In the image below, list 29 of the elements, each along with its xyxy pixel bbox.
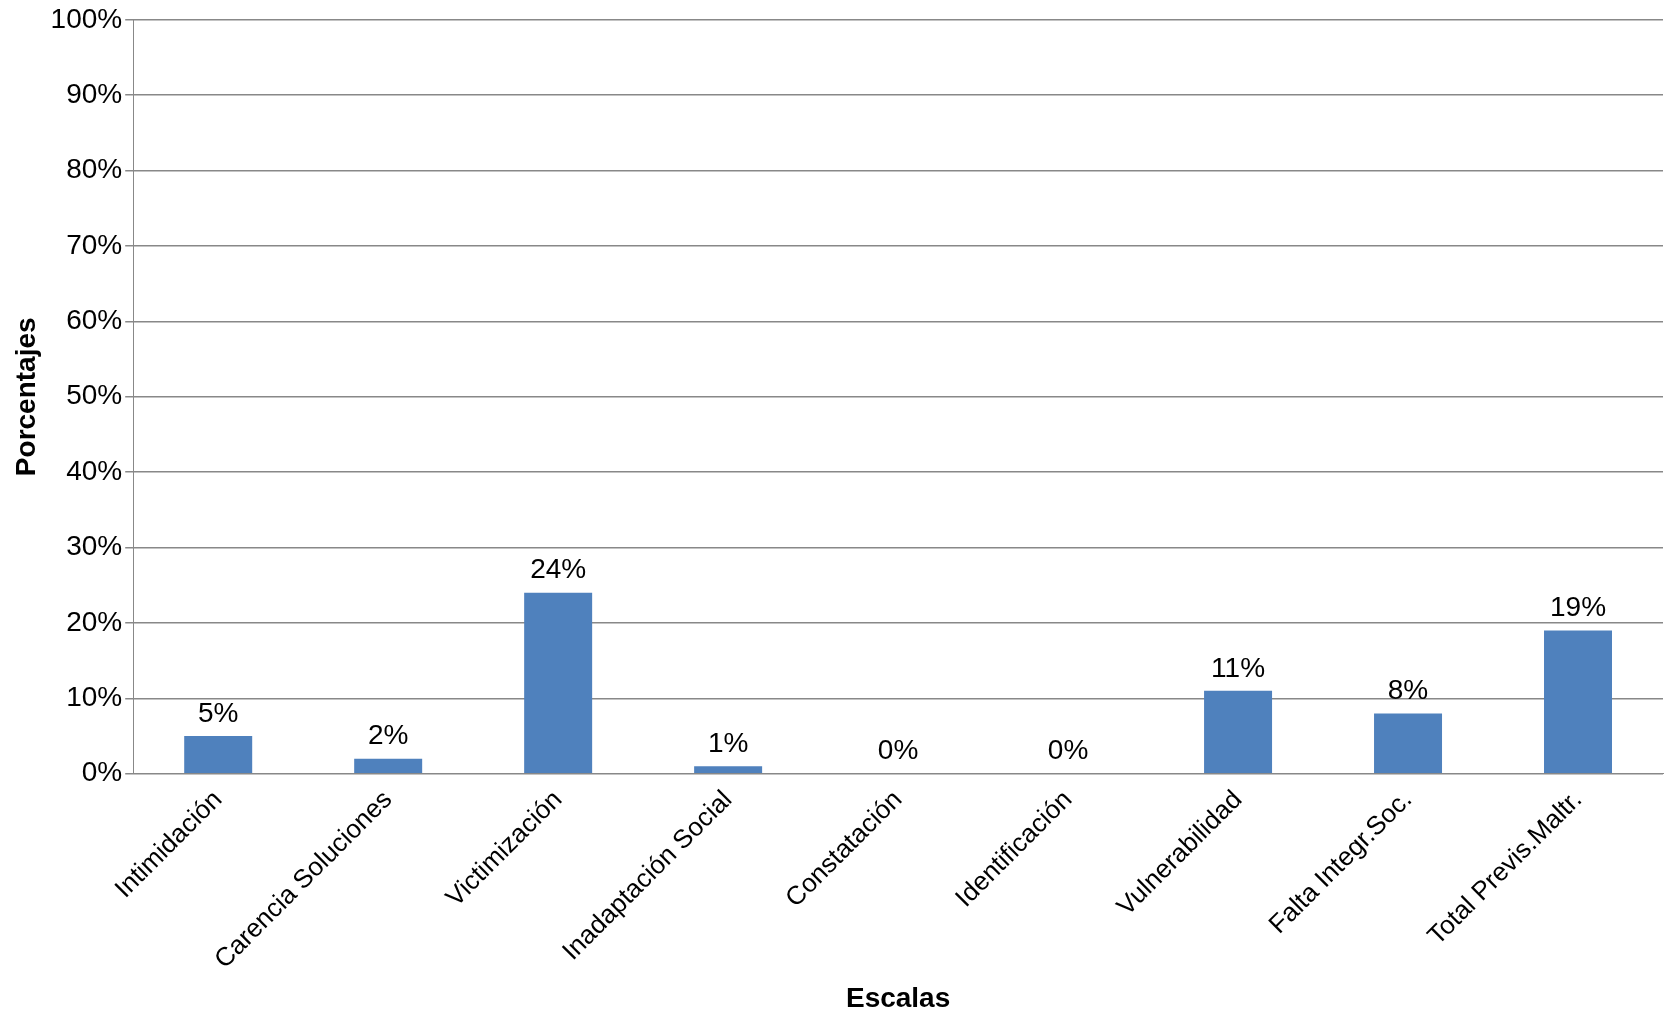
- y-tick-label: 100%: [50, 2, 123, 34]
- y-tick-label: 30%: [66, 530, 123, 562]
- data-label: 11%: [1211, 651, 1266, 683]
- data-label: 24%: [530, 553, 587, 585]
- bar: [1204, 690, 1273, 773]
- data-label: 2%: [367, 719, 409, 751]
- bar: [694, 766, 763, 773]
- bar: [354, 758, 423, 773]
- bar: [1544, 630, 1613, 773]
- y-tick-label: 40%: [66, 454, 123, 486]
- y-tick-label: 50%: [66, 379, 123, 411]
- data-label: 8%: [1387, 674, 1429, 706]
- bar: [1374, 713, 1443, 773]
- y-tick-label: 60%: [66, 304, 123, 336]
- y-tick-label: 70%: [66, 228, 123, 260]
- y-tick-label: 10%: [66, 681, 123, 713]
- y-axis-title: Porcentajes: [9, 317, 41, 477]
- y-tick-label: 90%: [66, 77, 123, 109]
- data-label: 0%: [1047, 734, 1089, 766]
- y-tick-label: 20%: [66, 605, 123, 637]
- bar: [524, 592, 593, 773]
- data-label: 5%: [197, 696, 239, 728]
- data-label: 0%: [877, 734, 919, 766]
- x-axis-title: Escalas: [845, 981, 951, 1013]
- data-label: 1%: [707, 726, 749, 758]
- y-tick-label: 80%: [66, 153, 123, 185]
- data-label: 19%: [1549, 591, 1607, 623]
- y-tick-label: 0%: [81, 756, 123, 788]
- bar: [184, 736, 253, 773]
